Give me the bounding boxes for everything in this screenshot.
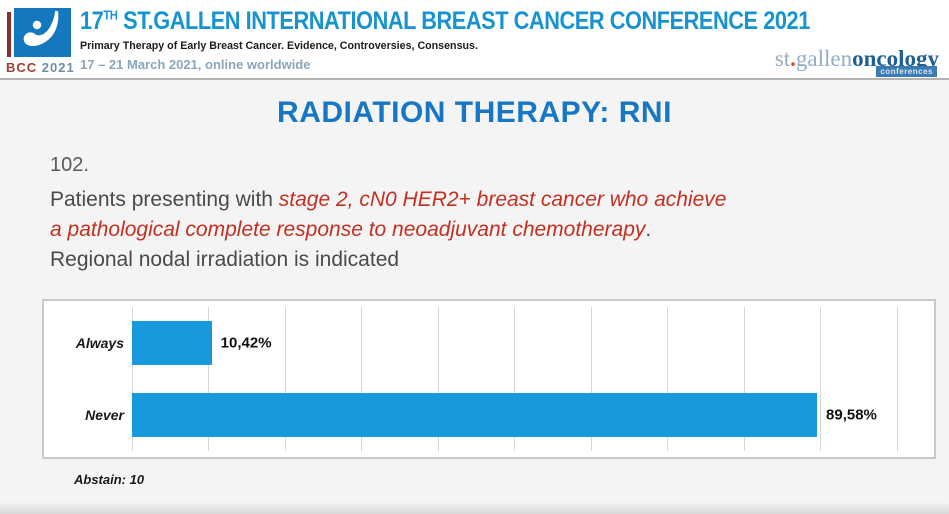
bar-row-always: Always 10,42%	[76, 307, 912, 379]
gridline	[896, 307, 898, 451]
question-highlight-2: a pathological complete response to neoa…	[50, 218, 646, 241]
bar-never	[132, 393, 818, 437]
bar-value-label: 10,42%	[220, 334, 272, 352]
title-superscript: TH	[103, 7, 118, 23]
question-line-3: Regional nodal irradiation is indicated	[50, 248, 400, 271]
chart-plot-area: Always 10,42% Never 89,58%	[76, 307, 912, 451]
drop-icon	[23, 11, 59, 47]
gridline	[514, 307, 516, 451]
gridline	[132, 307, 133, 451]
slide-title: RADIATION THERAPY: RNI	[277, 96, 672, 129]
bar-always	[132, 321, 212, 365]
bcc-caption-year: 2021	[41, 60, 75, 75]
gridline	[208, 307, 210, 451]
gridline	[743, 307, 745, 451]
logo-ribbon	[7, 12, 11, 57]
gridline	[437, 307, 439, 451]
gridline	[820, 307, 822, 451]
question-line-2: a pathological complete response to neoa…	[50, 218, 652, 241]
gridline	[361, 307, 363, 451]
gridline	[667, 307, 669, 451]
gridline	[590, 307, 592, 451]
bcc-caption: BCC 2021	[6, 60, 75, 75]
poll-results-chart: Always 10,42% Never 89,58%	[42, 299, 936, 459]
header-text-block: 17TH ST.GALLEN INTERNATIONAL BREAST CANC…	[80, 7, 919, 72]
stgallen-oncology-logo: st.gallenoncology conferences	[774, 46, 939, 77]
brand-st: st	[774, 46, 791, 71]
brand-conferences-badge: conferences	[876, 66, 937, 77]
bar-row-never: Never 89,58%	[85, 379, 912, 451]
gridline	[284, 307, 286, 451]
abstain-note: Abstain: 10	[74, 472, 145, 487]
brand-gallen: gallen	[795, 46, 853, 71]
brand-dot: .	[790, 46, 796, 71]
bottom-strip	[0, 502, 949, 514]
conference-header: BCC 2021 17TH ST.GALLEN INTERNATIONAL BR…	[0, 0, 949, 80]
bar-category-label: Always	[75, 335, 124, 351]
bcc-logo	[14, 8, 71, 57]
question-line-1: Patients presenting with stage 2, cN0 HE…	[50, 188, 727, 211]
bar-category-label: Never	[85, 407, 124, 423]
question-block: 102. Patients presenting with stage 2, c…	[50, 150, 949, 275]
conference-subtitle: Primary Therapy of Early Breast Cancer. …	[80, 40, 478, 52]
conference-dates: 17 – 21 March 2021, online worldwide	[80, 57, 311, 72]
question-number: 102.	[50, 154, 89, 176]
bcc-caption-bcc: BCC	[6, 60, 38, 75]
question-highlight-1: stage 2, cN0 HER2+ breast cancer who ach…	[278, 188, 727, 211]
bar-value-label: 89,58%	[826, 406, 877, 424]
conference-title: 17TH ST.GALLEN INTERNATIONAL BREAST CANC…	[80, 7, 810, 35]
